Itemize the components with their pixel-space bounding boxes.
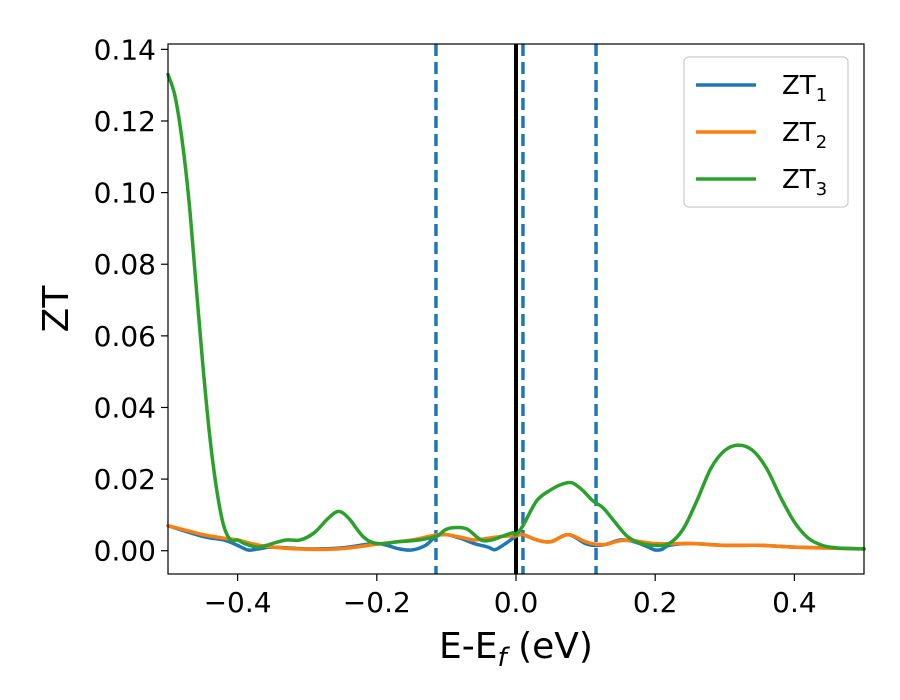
x-tick-label: 0.4 <box>772 586 817 619</box>
x-axis-ticks: −0.4 −0.2 0.0 0.2 0.4 <box>204 574 817 619</box>
x-tick-label: −0.2 <box>343 586 411 619</box>
y-axis-ticks: 0.00 0.02 0.04 0.06 0.08 0.10 0.12 0.14 <box>94 33 168 568</box>
x-axis-label: E-Ef (eV) <box>439 626 593 673</box>
series-lines <box>166 72 866 552</box>
y-tick-label: 0.12 <box>94 105 156 138</box>
x-axis-label-suffix: (eV) <box>507 626 593 667</box>
x-axis-label-main: E-E <box>439 626 497 667</box>
legend-label-zt2: ZT2 <box>782 118 827 153</box>
y-tick-label: 0.02 <box>94 463 156 496</box>
y-tick-label: 0.04 <box>94 391 156 424</box>
x-tick-label: 0.2 <box>633 586 678 619</box>
y-tick-label: 0.14 <box>94 33 156 66</box>
legend-label-zt1: ZT1 <box>782 71 827 106</box>
x-tick-label: −0.4 <box>204 586 272 619</box>
legend-box <box>683 56 849 208</box>
legend: ZT1 ZT2 ZT3 <box>683 56 849 208</box>
y-tick-label: 0.06 <box>94 320 156 353</box>
series-line-zt3 <box>166 72 866 551</box>
x-tick-label: 0.0 <box>494 586 539 619</box>
legend-label-zt3: ZT3 <box>782 165 827 200</box>
y-axis-label: ZT <box>36 285 77 333</box>
y-tick-label: 0.00 <box>94 535 156 568</box>
y-tick-label: 0.10 <box>94 177 156 210</box>
y-tick-label: 0.08 <box>94 248 156 281</box>
vertical-markers <box>434 44 598 574</box>
